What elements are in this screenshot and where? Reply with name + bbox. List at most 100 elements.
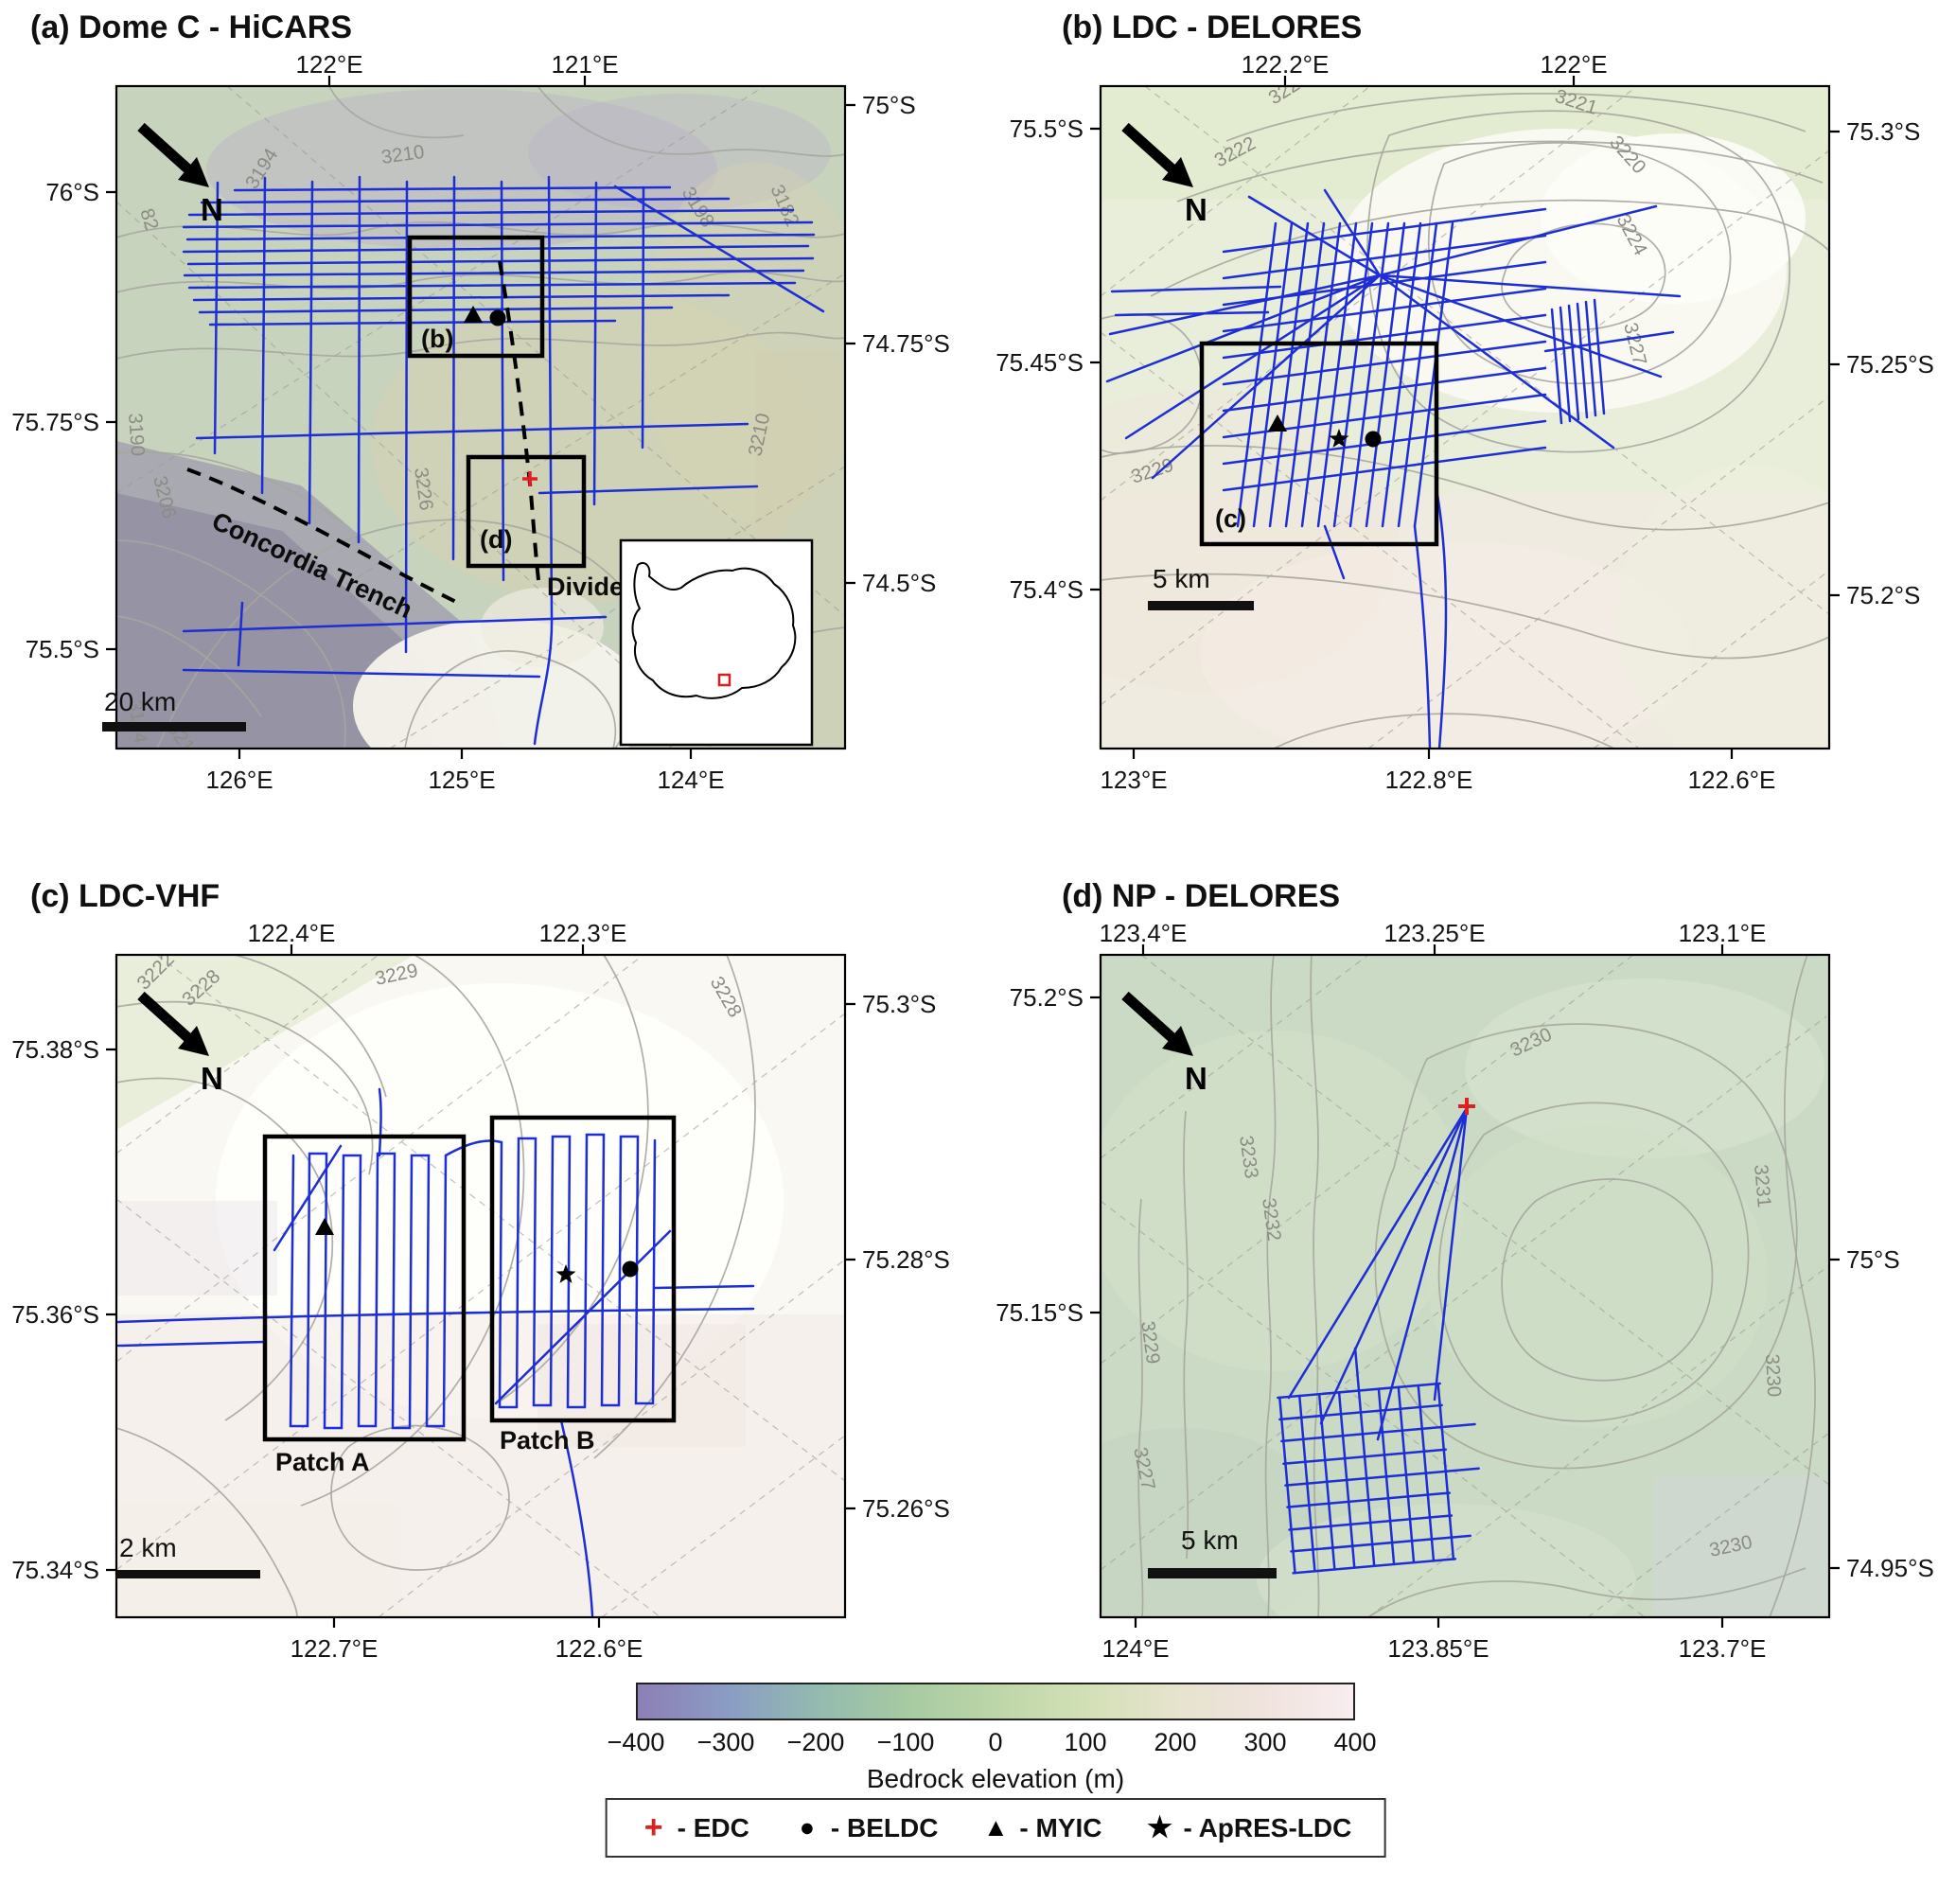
colorbar-tick: −300	[696, 1728, 755, 1756]
colorbar-tick: −400	[607, 1728, 665, 1756]
colorbar-ticks: −400 −300 −200 −100 0 100 200 300 400	[608, 1728, 1377, 1760]
contour-label: 3231	[1750, 1163, 1775, 1208]
axis-ticks	[106, 76, 855, 759]
myic-marker	[1268, 414, 1287, 432]
colorbar-tick: −200	[786, 1728, 845, 1756]
subpanel-c-label: (c)	[1215, 504, 1246, 533]
axis-ticks	[106, 944, 855, 1628]
axis-label: 75.4°S	[1010, 575, 1084, 604]
axis-label: 123.4°E	[1100, 919, 1188, 947]
axis-label: 125°E	[428, 766, 495, 794]
colorbar-tick: 0	[988, 1728, 1003, 1756]
legend-item-beldc: ● - BELDC	[793, 1813, 939, 1843]
panel-b-axis-labels: 122.2°E 122°E 123°E 122.8°E 122.6°E 75.5…	[996, 50, 1934, 794]
axis-label: 75.45°S	[996, 348, 1084, 377]
panel-c-map: 3222 3228 3229 3228	[11, 919, 950, 1663]
edc-marker	[1458, 1098, 1475, 1115]
axis-label: 75.36°S	[11, 1300, 99, 1329]
axis-label: 123.25°E	[1383, 919, 1485, 947]
axis-ticks	[1090, 76, 1840, 759]
axis-label: 75.5°S	[1010, 115, 1084, 143]
axis-label: 75.38°S	[11, 1035, 99, 1064]
antarctica-inset	[619, 538, 814, 747]
legend-label-apres: - ApRES-LDC	[1183, 1812, 1352, 1842]
panel-b-graticule	[1101, 86, 1829, 749]
panel-d-map: 3230 3233 3232 3229 3227 3231 3230 3230	[996, 919, 1934, 1663]
panel-b: (b) LDC - DELORES	[992, 6, 1947, 810]
legend-label-beldc: - BELDC	[830, 1812, 939, 1842]
colorbar-gradient	[636, 1683, 1355, 1720]
north-arrow: N	[137, 122, 223, 227]
panel-d-title: (d) NP - DELORES	[1062, 878, 1341, 914]
myic-marker	[315, 1218, 334, 1235]
north-label: N	[1185, 192, 1207, 227]
axis-label: 122.6°E	[555, 1634, 643, 1663]
axis-label: 75.25°S	[1846, 350, 1934, 379]
scale-bar: 5 km	[1148, 1525, 1277, 1578]
panel-a-frame	[115, 84, 847, 750]
axis-label: 74.95°S	[1846, 1554, 1934, 1582]
apres-marker	[1329, 429, 1349, 448]
north-label: N	[201, 192, 223, 227]
axis-label: 75.5°S	[26, 635, 99, 663]
scale-label: 2 km	[119, 1533, 177, 1562]
myic-triangle-icon: ▲	[983, 1813, 1009, 1842]
apres-marker	[555, 1264, 576, 1283]
beldc-marker	[489, 309, 506, 326]
colorbar-tick: 100	[1064, 1728, 1107, 1756]
axis-label: 75.75°S	[11, 408, 99, 436]
panel-b-title: (b) LDC - DELORES	[1062, 9, 1363, 45]
panel-c-contour-lines	[116, 955, 756, 1617]
north-arrow: N	[137, 991, 223, 1096]
edc-plus-icon: +	[643, 1809, 663, 1845]
axis-label: 75.2°S	[1846, 581, 1920, 609]
panel-c: (c) LDC-VHF	[8, 874, 963, 1679]
legend-label-myic: - MYIC	[1019, 1812, 1102, 1842]
contour-label: 3230	[1761, 1353, 1785, 1398]
axis-label: 74.5°S	[862, 569, 936, 597]
axis-label: 76°S	[45, 178, 99, 206]
axis-label: 126°E	[205, 766, 273, 794]
panel-b-survey-lines	[1105, 188, 1682, 749]
axis-label: 122.8°E	[1385, 766, 1473, 794]
axis-ticks	[1090, 944, 1840, 1628]
axis-label: 75.2°S	[1010, 983, 1084, 1012]
beldc-circle-icon: ●	[799, 1813, 816, 1842]
panel-d-frame	[1099, 953, 1831, 1619]
axis-label: 122°E	[1540, 50, 1607, 79]
subpanel-b-box	[407, 235, 545, 359]
panel-d-axis-labels: 123.4°E 123.25°E 123.1°E 124°E 123.85°E …	[996, 919, 1934, 1663]
north-arrow: N	[1121, 991, 1207, 1096]
axis-label: 122.7°E	[291, 1634, 379, 1663]
myic-marker	[464, 306, 483, 323]
scale-label: 20 km	[104, 687, 176, 716]
axis-label: 122.4°E	[248, 919, 336, 947]
panel-b-frame	[1099, 84, 1831, 750]
axis-label: 123.85°E	[1387, 1634, 1489, 1663]
scale-label: 5 km	[1153, 564, 1210, 593]
panel-c-survey-lines	[116, 1087, 755, 1617]
beldc-marker	[1365, 431, 1382, 448]
panel-a-map: 3194 3210 3198 3182 82 3190 3206 3226 32…	[11, 50, 950, 794]
subpanel-c-box	[1199, 341, 1439, 547]
antarctica-outline	[631, 561, 797, 699]
axis-label: 122°E	[295, 50, 362, 79]
axis-label: 122.3°E	[539, 919, 627, 947]
legend-item-myic: ▲ - MYIC	[981, 1813, 1101, 1843]
patch-a-label: Patch A	[275, 1448, 370, 1476]
axis-label: 75.28°S	[862, 1245, 950, 1274]
panel-b-contour-lines	[1101, 92, 1829, 749]
colorbar-tick: 300	[1243, 1728, 1287, 1756]
axis-label: 75.3°S	[1846, 117, 1920, 146]
axis-label: 123°E	[1100, 766, 1167, 794]
subpanel-d-box	[466, 454, 587, 569]
legend-item-edc: + - EDC	[640, 1809, 749, 1846]
north-label: N	[1185, 1061, 1207, 1096]
concordia-trench-line	[186, 467, 459, 605]
panel-a-survey-lines	[182, 175, 825, 746]
axis-label: 75.3°S	[862, 990, 936, 1018]
colorbar: −400 −300 −200 −100 0 100 200 300 400 Be…	[608, 1683, 1377, 1794]
panel-c-frame	[115, 953, 847, 1619]
patch-b-label: Patch B	[500, 1426, 595, 1454]
